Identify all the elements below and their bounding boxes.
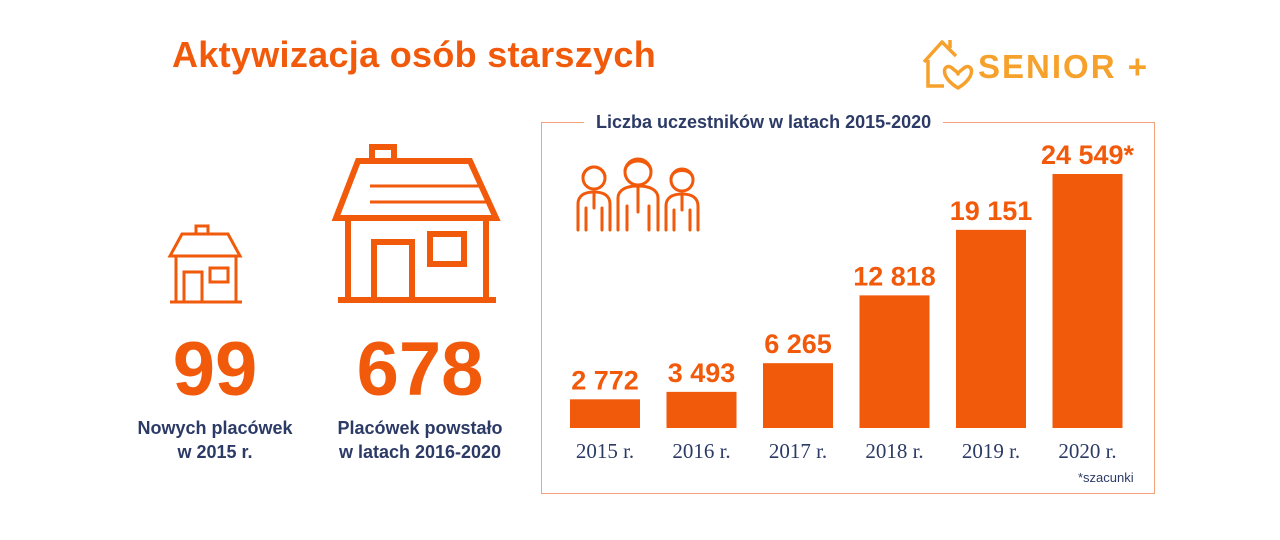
caption-line: Placówek powstało [337, 418, 503, 438]
caption-line: w 2015 r. [177, 442, 253, 462]
chart-title: Liczba uczestników w latach 2015-2020 [584, 112, 944, 133]
bar-2020 [1052, 174, 1123, 428]
stat-caption-facilities-created: Placówek powstało w latach 2016-2020 [310, 416, 530, 464]
caption-line: Nowych placówek [137, 418, 293, 438]
senior-plus-logo-icon [922, 40, 974, 90]
logo-text: SENIOR + [978, 48, 1149, 85]
page-title: Aktywizacja osób starszych [172, 34, 656, 75]
bar-value-label: 2 772 [571, 365, 639, 395]
bar-value-label: 6 265 [764, 329, 832, 359]
chart-footnote: *szacunki [1078, 470, 1134, 485]
bar-2019 [956, 229, 1026, 428]
category-label: 2019 r. [962, 439, 1020, 463]
caption-line: w latach 2016-2020 [338, 442, 502, 462]
category-label: 2015 r. [576, 439, 634, 463]
bar-2016 [666, 391, 737, 428]
bar-value-label: 19 151 [950, 196, 1033, 226]
stat-value-new-facilities: 99 [172, 327, 258, 412]
house-icon [331, 144, 501, 303]
senior-plus-logo: SENIOR + [918, 34, 1158, 94]
category-label: 2018 r. [865, 439, 923, 463]
bar-value-label: 3 493 [668, 358, 736, 388]
stat-value-facilities-created: 678 [356, 327, 484, 412]
bar-value-label: 24 549* [1041, 140, 1135, 170]
category-label: 2016 r. [672, 439, 730, 463]
category-label: 2017 r. [769, 439, 827, 463]
bar-2018 [859, 295, 930, 428]
people-icon [576, 157, 700, 232]
category-label: 2020 r. [1058, 439, 1116, 463]
stat-caption-new-facilities: Nowych placówek w 2015 r. [110, 416, 320, 464]
house-icon [167, 224, 243, 304]
bar-2015 [570, 399, 640, 428]
bar-value-label: 12 818 [853, 261, 936, 291]
bar-2017 [763, 363, 833, 428]
